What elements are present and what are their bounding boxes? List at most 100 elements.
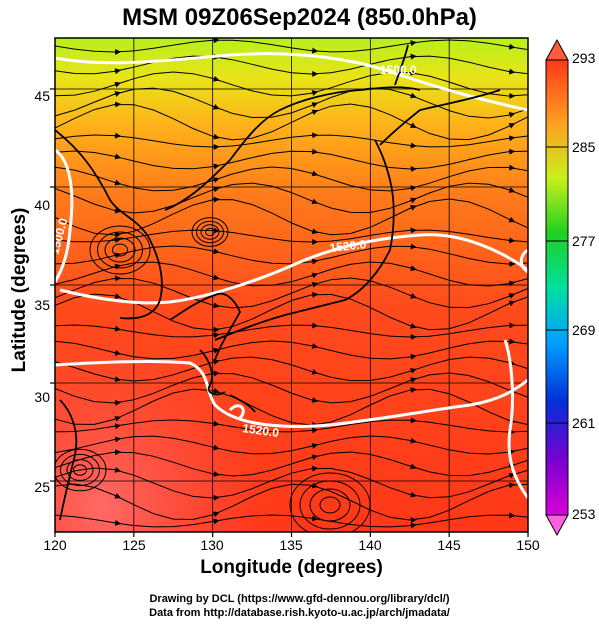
streamline-vortex bbox=[104, 237, 136, 263]
streamline-arrow bbox=[114, 519, 122, 526]
contour-label-north: 1500.0 bbox=[380, 63, 417, 77]
credit-drawing: Drawing by DCL (https://www.gfd-dennou.o… bbox=[149, 593, 450, 605]
streamline-arrow bbox=[311, 291, 319, 298]
x-tick-label: 120 bbox=[43, 537, 67, 553]
streamline-vortex bbox=[97, 231, 143, 269]
streamline-arrow bbox=[508, 280, 516, 287]
streamline-arrow bbox=[508, 112, 516, 118]
streamline-arrow bbox=[508, 187, 516, 193]
streamline-arrow bbox=[409, 69, 417, 76]
colorbar-tick-label: 261 bbox=[572, 415, 596, 431]
streamline-arrow bbox=[508, 43, 516, 50]
streamline-vortex bbox=[319, 496, 341, 514]
streamline-arrow bbox=[311, 515, 319, 522]
streamline-arrow bbox=[409, 491, 417, 498]
streamline-arrow bbox=[311, 148, 319, 155]
streamline-arrow bbox=[114, 207, 122, 214]
y-tick-label: 40 bbox=[34, 197, 50, 213]
streamline-arrow bbox=[311, 454, 319, 461]
colorbar-tick-label: 277 bbox=[572, 233, 596, 249]
streamline-arrow bbox=[508, 68, 516, 75]
streamline-arrow bbox=[114, 325, 122, 332]
streamline-arrow bbox=[212, 444, 220, 451]
streamline-arrow bbox=[409, 522, 417, 529]
streamline-arrow bbox=[212, 302, 220, 309]
colorbar-tick-label: 293 bbox=[572, 50, 596, 66]
streamline-arrow bbox=[311, 109, 319, 116]
streamline-vortex bbox=[191, 217, 229, 247]
streamline-arrow bbox=[508, 300, 516, 307]
streamline-vortex bbox=[112, 243, 128, 257]
coast-honshu bbox=[214, 139, 395, 341]
streamline-arrow bbox=[114, 231, 122, 238]
streamline-arrow bbox=[114, 153, 122, 160]
streamline-arrow bbox=[114, 263, 122, 270]
streamline-arrow bbox=[114, 293, 122, 300]
coast-korea-manchuria bbox=[164, 86, 421, 211]
streamline-vortex bbox=[200, 224, 220, 240]
streamline-arrow bbox=[212, 248, 220, 255]
streamline-arrow bbox=[114, 252, 122, 259]
streamline-arrow bbox=[409, 437, 417, 444]
streamline-arrow bbox=[114, 436, 122, 443]
streamline-arrow bbox=[113, 492, 122, 499]
streamline-arrow bbox=[409, 197, 417, 204]
streamline-vortex bbox=[309, 488, 351, 522]
colorbar-upper-arrow bbox=[545, 38, 569, 61]
streamline-arrow bbox=[311, 397, 319, 403]
streamline-arrow bbox=[311, 258, 319, 265]
streamline-arrow bbox=[311, 198, 319, 205]
contour-south bbox=[55, 360, 528, 428]
streamline-arrow bbox=[508, 482, 516, 489]
streamline-arrow bbox=[212, 163, 220, 170]
streamline-arrow bbox=[311, 47, 319, 54]
streamline-arrow bbox=[212, 177, 220, 183]
contour-middle bbox=[59, 233, 528, 305]
streamline-arrow bbox=[409, 387, 417, 393]
streamline-arrow bbox=[311, 465, 319, 472]
streamline-arrow bbox=[409, 243, 417, 250]
streamline-vortex bbox=[73, 464, 87, 476]
x-tick-label: 140 bbox=[358, 537, 382, 553]
streamline-vortex bbox=[196, 220, 224, 244]
streamline-vortex bbox=[60, 453, 100, 487]
coast-china bbox=[55, 129, 163, 320]
colorbar-tick-label: 253 bbox=[572, 506, 596, 522]
contour-loop bbox=[228, 404, 245, 420]
colorbar-tick-label: 269 bbox=[572, 322, 596, 338]
streamline-arrow bbox=[114, 237, 122, 244]
streamline-arrow bbox=[113, 81, 122, 88]
streamline-arrow bbox=[113, 416, 122, 422]
coast-sakhalin bbox=[394, 44, 409, 86]
streamline-arrow bbox=[311, 368, 319, 375]
streamline-arrow bbox=[212, 387, 220, 394]
y-tick-label: 30 bbox=[34, 389, 50, 405]
colorbar-lower-arrow bbox=[545, 514, 569, 537]
x-axis-label: Longitude (degrees) bbox=[200, 557, 383, 578]
streamline-arrow bbox=[508, 135, 516, 142]
streamline-arrow bbox=[212, 470, 220, 477]
map-title: MSM 09Z06Sep2024 (850.0hPa) bbox=[122, 4, 477, 31]
streamline-arrow bbox=[409, 463, 417, 470]
streamline-arrow bbox=[409, 122, 417, 128]
streamline-arrow bbox=[508, 164, 516, 171]
streamline-arrow bbox=[212, 347, 220, 354]
streamline-arrow bbox=[508, 293, 516, 299]
streamline-arrow bbox=[508, 148, 516, 155]
streamline-arrow bbox=[508, 216, 516, 223]
axis-tick-marks bbox=[50, 88, 529, 537]
streamline-arrow bbox=[409, 377, 417, 384]
credit-data: Data from http://database.rish.kyoto-u.a… bbox=[149, 607, 450, 619]
streamline-arrow bbox=[114, 423, 122, 430]
streamline-vortex bbox=[89, 225, 151, 275]
streamline-arrow bbox=[212, 75, 220, 82]
streamline-arrow bbox=[114, 376, 122, 383]
coast-korea-south bbox=[169, 292, 241, 361]
streamline-arrow bbox=[409, 142, 417, 149]
coast-taiwan bbox=[59, 399, 78, 521]
streamline-arrow bbox=[212, 359, 220, 365]
streamline-arrow bbox=[212, 518, 220, 525]
streamline-arrow bbox=[409, 40, 417, 47]
colorbar-tick-label: 285 bbox=[572, 139, 596, 155]
